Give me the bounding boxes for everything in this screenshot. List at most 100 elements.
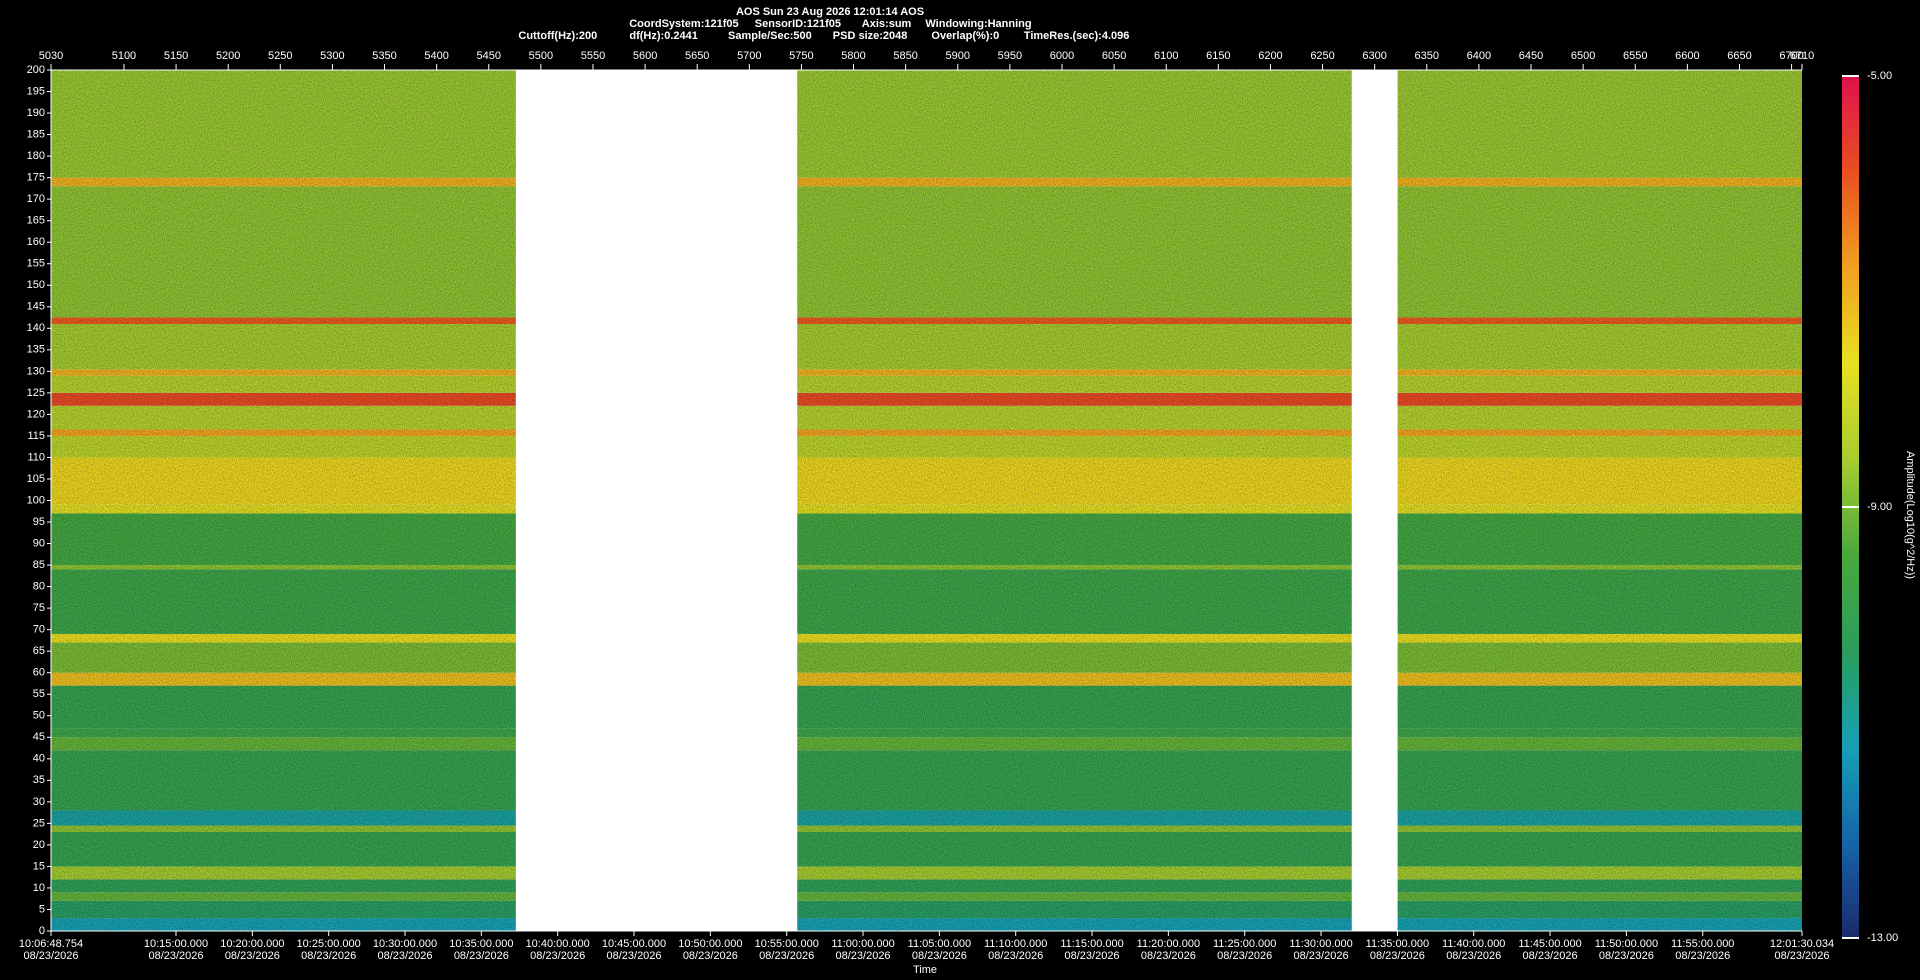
y-tick-label: 200 — [27, 64, 45, 76]
x2-tick-date: 08/23/2026 — [836, 950, 891, 962]
x2-tick-label: 10:50:00.000 — [678, 938, 742, 950]
x-tick-label: 5450 — [477, 50, 501, 62]
y-tick-label: 25 — [33, 817, 45, 829]
x2-tick-date: 08/23/2026 — [1523, 950, 1578, 962]
header-item: PSD size:2048 — [833, 30, 908, 42]
x-tick-label: 5300 — [320, 50, 344, 62]
x2-tick-date: 08/23/2026 — [225, 950, 280, 962]
header-item: TimeRes.(sec):4.096 — [1024, 30, 1130, 42]
x-tick-label: 5750 — [789, 50, 813, 62]
y-tick-label: 195 — [27, 85, 45, 97]
x2-tick-date: 08/23/2026 — [148, 950, 203, 962]
y-tick-label: 50 — [33, 710, 45, 722]
x2-tick-label: 11:15:00.000 — [1060, 938, 1123, 950]
x-tick-label: 6700 — [1779, 50, 1803, 62]
y-tick-label: 40 — [33, 753, 45, 765]
x2-tick-date: 08/23/2026 — [1294, 950, 1349, 962]
x2-tick-date: 08/23/2026 — [1446, 950, 1501, 962]
y-tick-label: 155 — [27, 258, 45, 270]
y-tick-label: 65 — [33, 645, 45, 657]
y-tick-label: 20 — [33, 839, 45, 851]
x-tick-label: 6150 — [1206, 50, 1230, 62]
x-tick-label: 5950 — [998, 50, 1022, 62]
y-tick-label: 170 — [27, 193, 45, 205]
x2-tick-date: 08/23/2026 — [530, 950, 585, 962]
y-tick-label: 35 — [33, 774, 45, 786]
x-tick-label: 5550 — [581, 50, 605, 62]
y-tick-label: 60 — [33, 667, 45, 679]
x2-tick-date: 08/23/2026 — [1217, 950, 1272, 962]
y-tick-label: 160 — [27, 236, 45, 248]
texture — [51, 70, 1802, 931]
y-tick-label: 110 — [27, 451, 45, 463]
x2-tick-label: 10:55:00.000 — [755, 938, 819, 950]
x2-tick-date: 08/23/2026 — [1141, 950, 1196, 962]
chart-title: AOS Sun 23 Aug 2026 12:01:14 AOS — [736, 6, 924, 18]
x2-tick-date: 08/23/2026 — [454, 950, 509, 962]
spectrogram — [51, 70, 1802, 931]
header-item: Axis:sum — [862, 18, 912, 30]
x2-tick-date: 08/23/2026 — [683, 950, 738, 962]
x-tick-label: 6200 — [1258, 50, 1282, 62]
y-tick-label: 85 — [33, 559, 45, 571]
x-tick-label: 5600 — [633, 50, 657, 62]
x-tick-label: 6100 — [1154, 50, 1178, 62]
x2-tick-label: 11:10:00.000 — [984, 938, 1047, 950]
y-tick-label: 105 — [27, 473, 45, 485]
y-tick-label: 55 — [33, 688, 45, 700]
y-tick-label: 150 — [27, 279, 45, 291]
x-tick-label: 5250 — [268, 50, 292, 62]
y-tick-label: 75 — [33, 602, 45, 614]
x2-tick-label: 10:30:00.000 — [373, 938, 437, 950]
x2-tick-label: 11:50:00.000 — [1595, 938, 1658, 950]
colorbar-tick-label: -13.00 — [1867, 932, 1898, 944]
x2-tick-label: 10:35:00.000 — [449, 938, 513, 950]
x2-tick-date: 08/23/2026 — [1774, 950, 1829, 962]
x-tick-label: 5400 — [424, 50, 448, 62]
x2-tick-label: 11:00:00.000 — [831, 938, 894, 950]
x2-tick-label: 11:40:00.000 — [1442, 938, 1505, 950]
x-tick-label: 5800 — [841, 50, 865, 62]
y-tick-label: 175 — [27, 172, 45, 184]
y-tick-label: 70 — [33, 624, 45, 636]
x2-tick-label: 11:30:00.000 — [1289, 938, 1352, 950]
x2-tick-date: 08/23/2026 — [23, 950, 78, 962]
y-tick-label: 10 — [33, 882, 45, 894]
x-tick-label: 6350 — [1415, 50, 1439, 62]
header-item: Cuttoff(Hz):200 — [518, 30, 597, 42]
x2-tick-label: 10:25:00.000 — [297, 938, 361, 950]
x2-tick-label: 11:55:00.000 — [1671, 938, 1734, 950]
y-tick-label: 90 — [33, 537, 45, 549]
y-tick-label: 0 — [39, 925, 45, 937]
x2-tick-date: 08/23/2026 — [606, 950, 661, 962]
y-tick-label: 80 — [33, 581, 45, 593]
header-item: Windowing:Hanning — [925, 18, 1031, 30]
y-tick-label: 115 — [27, 430, 45, 442]
x2-tick-label: 12:01:30.034 — [1770, 938, 1834, 950]
x-tick-label: 6650 — [1727, 50, 1751, 62]
x2-tick-label: 11:05:00.000 — [908, 938, 971, 950]
header-item: Sample/Sec:500 — [728, 30, 812, 42]
x2-tick-date: 08/23/2026 — [912, 950, 967, 962]
colorbar-tick-label: -5.00 — [1867, 70, 1892, 82]
y-tick-label: 100 — [27, 494, 45, 506]
x2-tick-label: 11:35:00.000 — [1366, 938, 1429, 950]
x-tick-label: 5650 — [685, 50, 709, 62]
x-tick-label: 5700 — [737, 50, 761, 62]
x-tick-label: 5900 — [946, 50, 970, 62]
x-tick-label: 6600 — [1675, 50, 1699, 62]
x2-tick-label: 11:45:00.000 — [1518, 938, 1581, 950]
x2-tick-label: 10:15:00.000 — [144, 938, 208, 950]
x-tick-label: 5100 — [112, 50, 136, 62]
x-tick-label: 5200 — [216, 50, 240, 62]
x2-tick-label: 10:45:00.000 — [602, 938, 666, 950]
y-tick-label: 180 — [27, 150, 45, 162]
x-tick-label: 5150 — [164, 50, 188, 62]
y-tick-label: 120 — [27, 408, 45, 420]
y-tick-label: 165 — [27, 215, 45, 227]
header-item: CoordSystem:121f05 — [629, 18, 738, 30]
header-item: SensorID:121f05 — [755, 18, 841, 30]
x2-tick-date: 08/23/2026 — [1599, 950, 1654, 962]
